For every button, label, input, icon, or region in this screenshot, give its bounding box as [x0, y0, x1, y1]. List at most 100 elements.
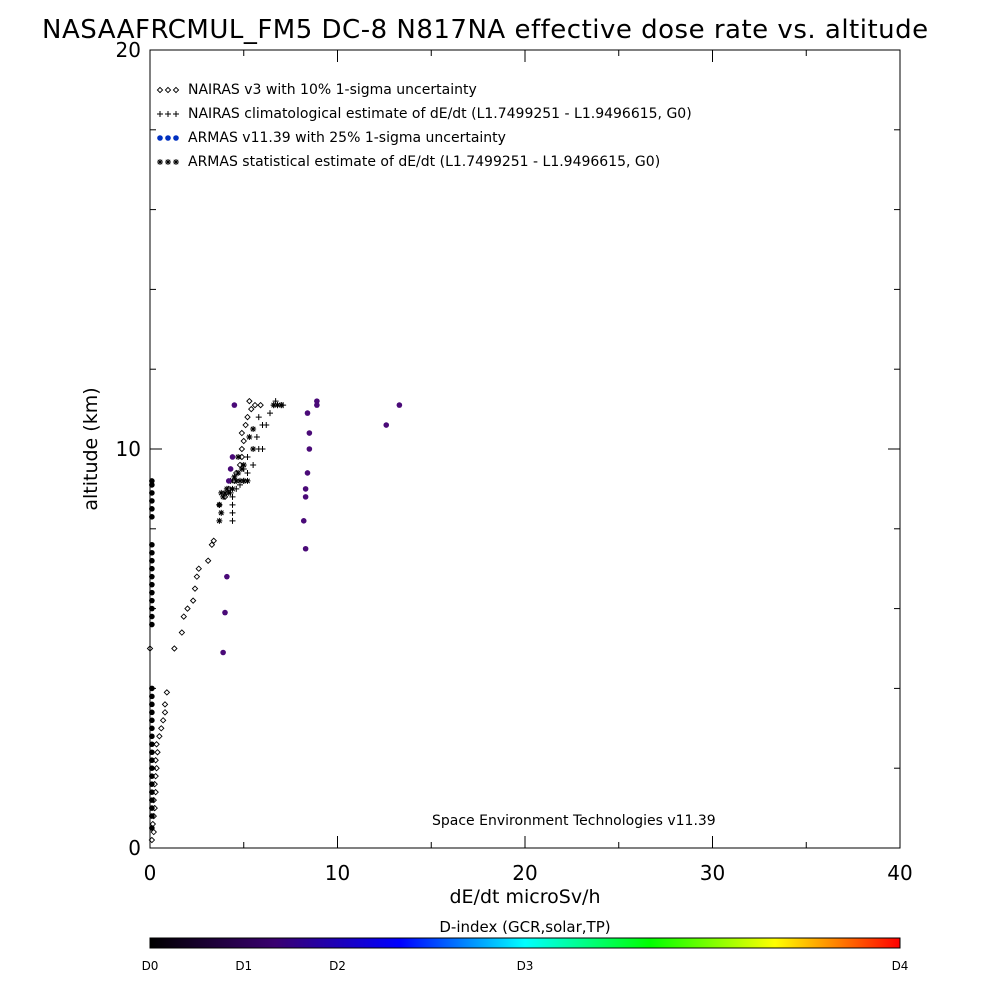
data-point [238, 445, 246, 453]
data-point [263, 422, 270, 429]
data-point [146, 645, 154, 652]
x-axis-label: dE/dt microSv/h [449, 886, 600, 908]
data-point [216, 501, 223, 508]
y-tick-label: 0 [128, 836, 141, 860]
data-point [220, 649, 226, 656]
legend-symbol [157, 111, 163, 117]
colorbar-title: D-index (GCR,solar,TP) [439, 918, 610, 936]
data-point [233, 477, 240, 484]
legend-symbol [157, 159, 163, 165]
data-point [149, 741, 155, 748]
data-point [244, 453, 251, 460]
data-point [149, 765, 155, 771]
data-point [251, 401, 259, 409]
data-point [240, 461, 247, 468]
colorbar-label: D0 [142, 959, 159, 973]
data-point [242, 421, 249, 429]
data-point [149, 482, 155, 488]
data-point [229, 493, 236, 500]
data-point [235, 469, 242, 476]
data-point [267, 410, 273, 417]
data-point [302, 486, 309, 492]
legend-entry: ARMAS statistical estimate of dE/dt (L1.… [157, 154, 660, 170]
data-point [178, 629, 186, 636]
data-point [238, 429, 246, 437]
data-point [195, 565, 202, 572]
data-point [184, 605, 191, 612]
data-point [149, 621, 155, 628]
chart-title: NASAAFRCMUL_FM5 DC-8 N817NA effective do… [42, 15, 929, 45]
data-point [159, 717, 167, 724]
data-point [149, 557, 155, 564]
data-point [300, 518, 307, 524]
data-point [231, 402, 238, 408]
data-point [246, 397, 253, 405]
data-point [250, 426, 257, 433]
data-point [149, 757, 155, 764]
data-point [161, 709, 169, 716]
data-point [225, 489, 232, 496]
y-axis-label: altitude (km) [80, 387, 102, 510]
legend-symbol [165, 159, 171, 165]
data-point [149, 781, 155, 787]
data-point [149, 717, 155, 724]
data-point [149, 565, 155, 572]
legend-symbol [164, 86, 172, 94]
data-point [235, 453, 242, 460]
data-point [238, 453, 246, 461]
legend-label: NAIRAS v3 with 10% 1-sigma uncertainty [188, 82, 477, 98]
data-point [149, 478, 155, 484]
data-point [193, 573, 201, 580]
series-1 [227, 398, 287, 524]
data-point [148, 836, 156, 844]
data-point [156, 733, 163, 740]
data-point [163, 689, 171, 696]
legend-symbol [173, 135, 179, 141]
series-0 [146, 397, 264, 844]
data-point [149, 813, 155, 819]
data-point [274, 402, 281, 409]
data-point [220, 493, 227, 500]
legend-symbol [165, 135, 171, 141]
data-point [149, 797, 155, 803]
x-tick-label: 20 [512, 861, 537, 885]
data-point [304, 470, 311, 476]
legend-label: ARMAS statistical estimate of dE/dt (L1.… [188, 154, 660, 170]
legend-symbol [173, 111, 179, 117]
colorbar-label: D2 [329, 959, 346, 973]
data-point [250, 446, 257, 452]
data-point [229, 509, 236, 516]
legend-symbol [165, 111, 171, 117]
legend-entry: NAIRAS climatological estimate of dE/dt … [157, 106, 692, 122]
data-point [229, 454, 236, 460]
data-point [158, 725, 165, 732]
y-tick-label: 10 [116, 437, 141, 461]
data-point [244, 477, 251, 484]
data-point [208, 541, 216, 548]
data-point [248, 405, 255, 413]
data-point [149, 805, 155, 811]
data-point [257, 401, 264, 409]
legend-label: ARMAS v11.39 with 25% 1-sigma uncertaint… [188, 130, 506, 146]
data-point [149, 605, 155, 612]
data-point [222, 489, 228, 496]
x-tick-label: 40 [887, 861, 912, 885]
data-point [304, 410, 311, 416]
axis-tick-labels: 0 10 20 30 40 0 10 20 [116, 38, 913, 885]
data-point [149, 589, 155, 596]
data-point [259, 446, 266, 452]
colorbar-label: D3 [517, 959, 534, 973]
data-point [153, 741, 160, 748]
data-marks [146, 397, 403, 844]
data-point [191, 585, 199, 592]
colorbar-label: D1 [235, 959, 252, 973]
axis-ticks [149, 49, 901, 849]
data-point [302, 545, 309, 552]
data-point [149, 597, 155, 604]
data-point [383, 422, 390, 428]
data-point [314, 398, 320, 404]
data-point [149, 709, 155, 716]
data-point [149, 549, 155, 556]
data-point [237, 477, 243, 484]
